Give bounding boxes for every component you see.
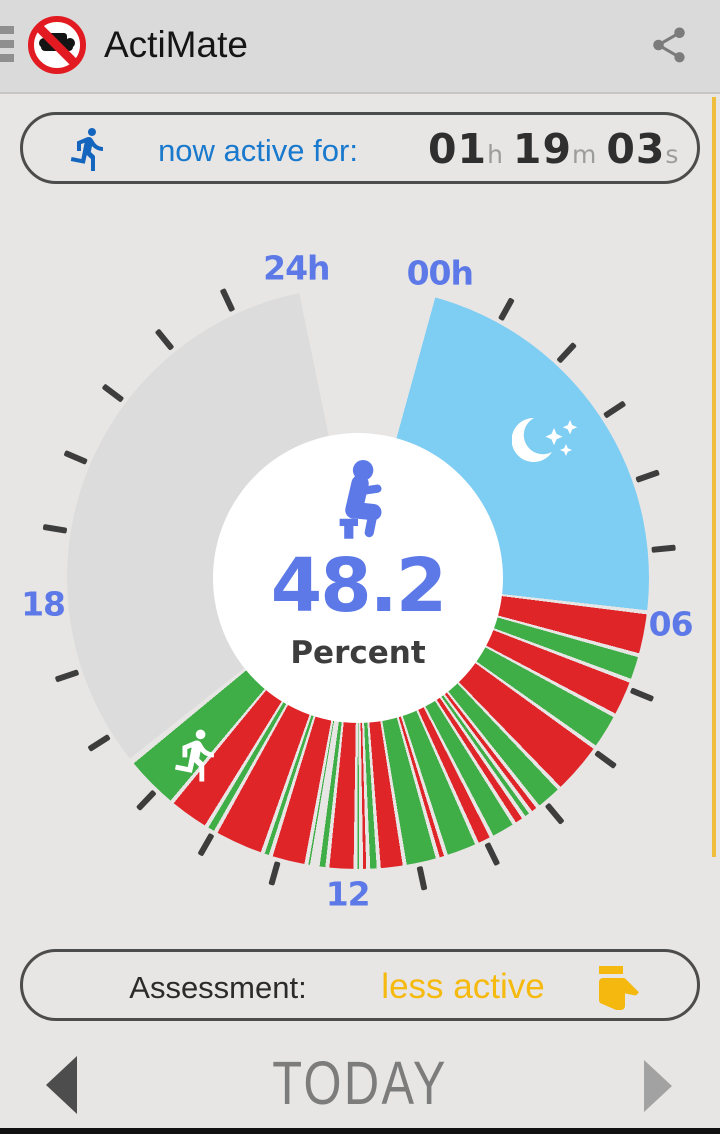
active-seconds: 03 xyxy=(606,125,666,173)
app-logo-no-sitting-icon xyxy=(28,16,86,74)
next-day-arrow[interactable] xyxy=(644,1060,672,1112)
current-day-title: TODAY xyxy=(272,1049,448,1117)
dial-hour-label: 12 xyxy=(325,874,371,914)
running-person-icon xyxy=(174,729,214,782)
hour-tick xyxy=(197,832,215,857)
previous-day-arrow[interactable] xyxy=(46,1056,77,1114)
thumb-sideways-icon xyxy=(599,966,639,1010)
dial-hour-label: 18 xyxy=(21,584,66,624)
now-active-banner: now active for: 01h 19m 03s xyxy=(20,112,700,184)
hour-tick xyxy=(268,861,281,886)
hour-tick xyxy=(101,383,125,403)
dial-center: 48.2 Percent xyxy=(213,433,503,723)
scrollbar[interactable] xyxy=(712,97,716,857)
moon-stars-icon xyxy=(512,417,578,462)
bottom-divider xyxy=(0,1128,720,1134)
hour-tick xyxy=(135,789,157,812)
active-hours: 01 xyxy=(428,125,488,173)
hour-tick xyxy=(416,865,428,891)
hour-tick xyxy=(635,469,660,483)
dial-hour-label: 06 xyxy=(648,604,694,644)
minutes-unit: m xyxy=(571,140,597,169)
sitting-percent-value: 48.2 xyxy=(270,543,448,629)
assessment-value: less active xyxy=(381,967,545,1006)
hour-tick xyxy=(42,523,68,534)
assessment-label: Assessment: xyxy=(129,970,307,1005)
hour-tick xyxy=(154,328,175,351)
hour-tick xyxy=(219,287,236,313)
sitting-percent-unit: Percent xyxy=(290,635,426,671)
hour-tick xyxy=(602,400,627,419)
hours-unit: h xyxy=(487,140,503,169)
app-title: ActiMate xyxy=(104,24,248,65)
menu-icon[interactable] xyxy=(0,26,14,70)
active-time-value: 01h 19m 03s xyxy=(428,125,688,173)
now-active-label: now active for: xyxy=(158,133,358,168)
hour-tick xyxy=(484,841,501,867)
hour-tick xyxy=(651,544,676,553)
hour-tick xyxy=(63,449,88,465)
share-icon[interactable] xyxy=(648,24,690,66)
dial-segments-disk xyxy=(67,287,649,869)
dial-hour-label: 00h xyxy=(406,253,474,293)
assessment-banner: Assessment: less active xyxy=(20,949,700,1021)
hour-tick xyxy=(87,733,111,752)
seconds-unit: s xyxy=(665,140,679,169)
hour-tick xyxy=(629,687,655,703)
sitting-person-icon xyxy=(339,460,382,539)
active-minutes: 19 xyxy=(512,125,572,173)
action-bar: ActiMate xyxy=(0,0,720,94)
running-person-icon xyxy=(70,127,103,171)
hour-tick xyxy=(54,669,80,683)
dial-hour-label: 24h xyxy=(263,248,330,288)
hour-tick xyxy=(544,802,565,825)
hour-tick xyxy=(594,750,618,770)
hour-tick xyxy=(556,341,577,364)
hour-tick xyxy=(497,297,515,322)
